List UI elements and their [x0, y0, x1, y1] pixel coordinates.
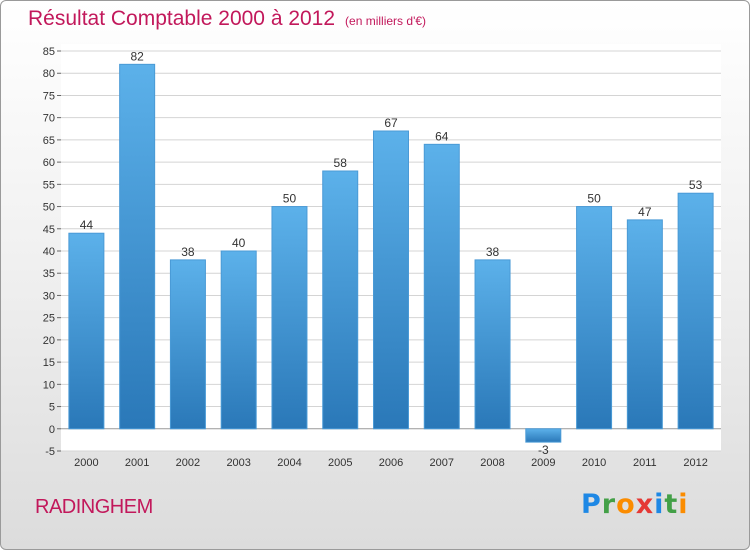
bar-2004: [271, 206, 308, 430]
y-tick-label: 75: [43, 90, 55, 102]
chart-title-text: Résultat Comptable 2000 à 2012: [28, 7, 336, 30]
x-axis-labels: 2000 2001 2002 2003 2004 2005 2006 2007 2008 2009…: [74, 457, 708, 469]
x-tick-label: 2009: [531, 457, 555, 469]
logo-letter: o: [616, 489, 636, 520]
y-tick-label: 55: [43, 179, 55, 191]
data-label-2011: 47: [638, 205, 652, 219]
bar-2009: [525, 428, 562, 443]
logo-letter: i: [678, 489, 689, 520]
y-tick-label: 35: [43, 268, 55, 280]
y-tick-label: 70: [43, 113, 55, 125]
x-tick-label: 2001: [125, 457, 149, 469]
logo-letter: t: [664, 489, 679, 520]
logo-letter: r: [601, 489, 617, 520]
y-tick-label: 50: [43, 202, 55, 214]
y-tick-label: 65: [43, 135, 55, 147]
bar-2008: [474, 259, 511, 430]
y-tick-label: 10: [43, 379, 55, 391]
bar-2006: [373, 130, 409, 430]
y-tick-label: 40: [43, 246, 55, 258]
data-label-2009: -3: [538, 443, 549, 457]
logo-letter: P: [581, 489, 602, 520]
bar-2003: [220, 250, 257, 430]
bars: [68, 63, 714, 443]
data-label-2006: 67: [384, 116, 398, 130]
y-tick-label: 25: [43, 313, 55, 325]
data-label-2005: 58: [334, 156, 348, 170]
x-tick-label: 2012: [683, 457, 707, 469]
x-tick-label: 2005: [328, 457, 352, 469]
y-tick-label: 30: [43, 290, 55, 302]
data-label-2012: 53: [689, 178, 703, 192]
x-tick-label: 2000: [74, 457, 98, 469]
proxiti-logo: Proxiti: [581, 489, 689, 520]
y-tick-label: 15: [43, 357, 55, 369]
bar-2007: [423, 143, 460, 430]
bar-2000: [68, 232, 105, 430]
x-tick-label: 2010: [582, 457, 606, 469]
bar-2005: [322, 170, 359, 430]
x-tick-label: 2002: [176, 457, 200, 469]
bar-2011: [626, 219, 663, 430]
y-tick-label: 5: [49, 402, 55, 414]
bar-2002: [169, 259, 206, 430]
x-tick-label: 2007: [430, 457, 454, 469]
chart-title: Résultat Comptable 2000 à 2012 (en millie…: [28, 7, 426, 31]
data-label-2007: 64: [435, 129, 449, 143]
bar-2001: [119, 63, 156, 430]
x-tick-label: 2003: [226, 457, 250, 469]
x-tick-label: 2006: [379, 457, 403, 469]
y-tick-label: 85: [43, 46, 55, 58]
y-axis-labels: -5 0 5 10 15 20 25 30 35 40 45 50 55 60 65 70 75 80 85: [43, 46, 55, 458]
y-tick-label: 20: [43, 335, 55, 347]
y-tick-label: 80: [43, 68, 55, 80]
data-label-2000: 44: [80, 218, 94, 232]
bar-2010: [576, 206, 613, 430]
data-label-2008: 38: [486, 245, 500, 259]
x-tick-label: 2011: [633, 457, 657, 469]
logo-letter: x: [635, 489, 655, 520]
y-tick-label: -5: [45, 446, 55, 458]
x-tick-label: 2008: [480, 457, 504, 469]
data-labels: 44 82 38 40 50 58 67 64 38 -3 50 47 53: [80, 49, 703, 457]
y-tick-label: 0: [49, 424, 55, 436]
data-label-2003: 40: [232, 236, 246, 250]
logo-letter: i: [654, 489, 665, 520]
y-tick-label: 45: [43, 224, 55, 236]
data-label-2004: 50: [283, 192, 297, 206]
data-label-2002: 38: [181, 245, 195, 259]
data-label-2010: 50: [587, 192, 601, 206]
commune-name: RADINGHEM: [35, 496, 153, 518]
bar-2012: [677, 192, 714, 430]
data-label-2001: 82: [130, 49, 144, 63]
x-tick-label: 2004: [277, 457, 301, 469]
chart-title-unit: (en milliers d'€): [345, 14, 427, 28]
y-tick-label: 60: [43, 157, 55, 169]
